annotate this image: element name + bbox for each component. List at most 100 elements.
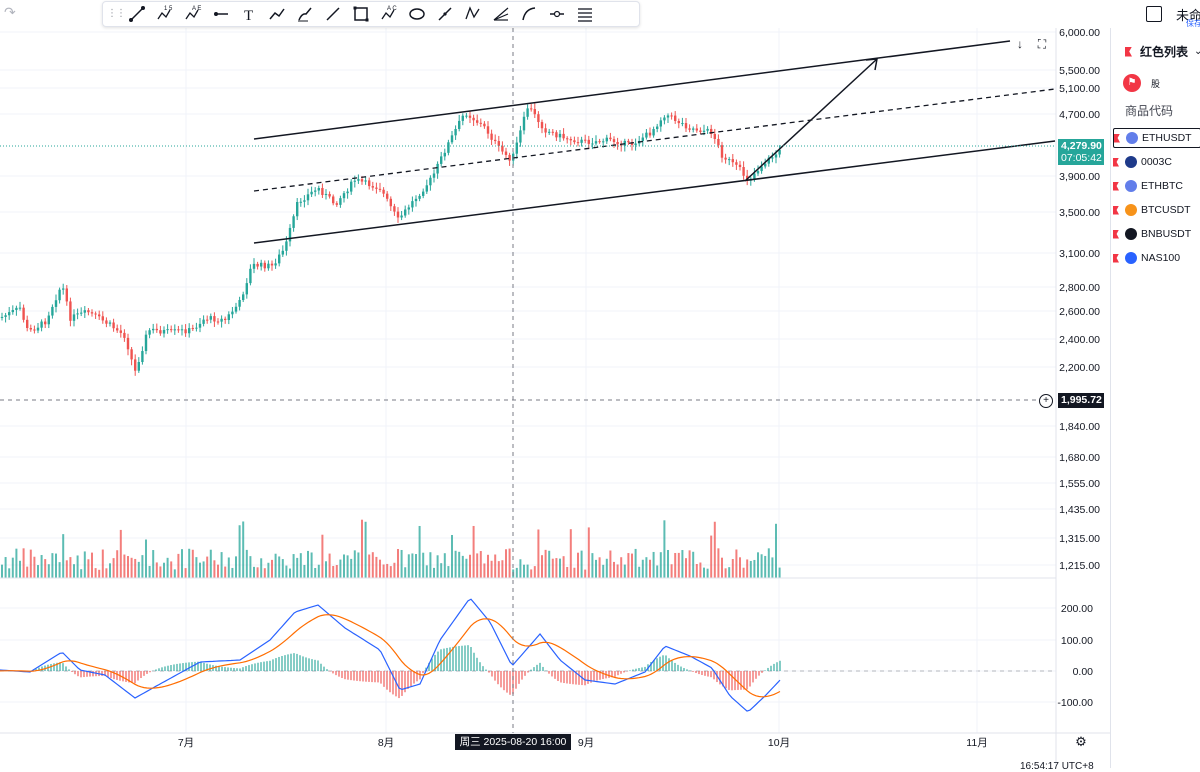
volume-bar [577, 553, 579, 578]
xabcd-icon[interactable]: A C [375, 2, 403, 26]
volume-bar [437, 555, 439, 578]
ellipse-icon[interactable] [403, 2, 431, 26]
red-flag-icon[interactable] [1113, 230, 1119, 239]
menu-lines-icon[interactable] [571, 2, 599, 26]
red-flag-icon[interactable] [1113, 254, 1119, 263]
watchlist-sub[interactable]: ⚑ 股 [1123, 74, 1160, 92]
red-flag-icon[interactable] [1114, 134, 1120, 143]
candle-body [159, 330, 161, 333]
candle-body [166, 329, 168, 330]
volume-bar [440, 563, 442, 578]
watchlist-row-bnbusdt[interactable]: BNBUSDT [1113, 224, 1200, 244]
volume-bar [717, 548, 719, 578]
histogram-bar [497, 671, 499, 684]
watchlist-row-ethusdt[interactable]: ETHUSDT [1113, 128, 1200, 148]
candle-body [256, 264, 258, 267]
watchlist-selector[interactable]: 红色列表 ⌄ [1125, 43, 1200, 60]
histogram-bar [320, 664, 322, 671]
drawing-toolbar: ⋮⋮ 1 5 A E T A C [102, 1, 640, 27]
drag-handle-icon[interactable]: ⋮⋮ [107, 6, 117, 22]
histogram-bar [263, 662, 265, 671]
fib-fan-icon[interactable] [487, 2, 515, 26]
candle-body [253, 264, 255, 269]
rectangle-icon[interactable] [347, 2, 375, 26]
price-range-icon[interactable] [543, 2, 571, 26]
scroll-to-latest-icon[interactable]: ↓ [1012, 36, 1028, 52]
brush-icon[interactable] [291, 2, 319, 26]
price-axis-label: 5,500.00 [1059, 65, 1100, 77]
candle-body [12, 310, 14, 312]
volume-bar [33, 557, 35, 578]
red-flag-icon[interactable] [1113, 182, 1119, 191]
line-icon[interactable] [319, 2, 347, 26]
histogram-bar [134, 671, 136, 683]
watchlist-row-nas100[interactable]: NAS100 [1113, 248, 1200, 268]
volume-bar [185, 568, 187, 578]
abcd-icon[interactable] [459, 2, 487, 26]
candle-body [678, 121, 680, 123]
price-chart[interactable]: 6,000.005,500.005,100.004,700.003,900.00… [0, 0, 1110, 768]
volume-bar [293, 554, 295, 578]
histogram-bar [314, 660, 316, 671]
volume-bar [332, 566, 334, 578]
volume-bar [653, 552, 655, 578]
volume-bar [609, 551, 611, 578]
candle-body [544, 128, 546, 132]
redo-icon[interactable]: ↷ [4, 4, 16, 21]
volume-bar [411, 553, 413, 578]
price-axis-label: 1,215.00 [1059, 560, 1100, 572]
candle-body [318, 188, 320, 190]
candle-body [735, 162, 737, 165]
candle-body [447, 142, 449, 153]
volume-bar [372, 552, 374, 578]
horizontal-ray-icon[interactable] [207, 2, 235, 26]
candle-body [642, 138, 644, 141]
histogram-bar [281, 656, 283, 671]
text-icon[interactable]: T [235, 2, 263, 26]
chart-settings-icon[interactable]: ⚙ [1074, 735, 1088, 749]
timezone-clock[interactable]: 16:54:17 UTC+8 [1020, 761, 1094, 772]
histogram-bar [422, 671, 424, 673]
volume-bar [131, 558, 133, 578]
candle-body [73, 314, 75, 320]
histogram-bar [170, 665, 172, 671]
curve-icon[interactable] [515, 2, 543, 26]
candle-body [199, 324, 201, 328]
watchlist-row-ethbtc[interactable]: ETHBTC [1113, 176, 1200, 196]
trend-line-icon[interactable] [123, 2, 151, 26]
volume-bar [545, 550, 547, 578]
symbol-column-header: 商品代码 [1125, 102, 1173, 119]
watchlist-row-btcusdt[interactable]: BTCUSDT [1113, 200, 1200, 220]
histogram-bar [641, 667, 643, 671]
layout-toggle-icon[interactable] [1146, 6, 1162, 22]
histogram-bar [500, 671, 502, 687]
red-flag-icon[interactable] [1113, 206, 1119, 215]
pattern-ae-icon[interactable]: A E [179, 2, 207, 26]
candle-body [472, 118, 474, 120]
volume-bar [300, 553, 302, 578]
volume-bar [354, 550, 356, 578]
histogram-bar [494, 671, 496, 681]
drawn-channel[interactable] [254, 41, 1055, 243]
volume-bar [213, 560, 215, 578]
volume-bar [613, 562, 615, 578]
pattern-15-icon[interactable]: 1 5 [151, 2, 179, 26]
histogram-bar [509, 671, 511, 695]
add-alert-icon[interactable]: + [1039, 394, 1053, 408]
volume-bar [80, 569, 82, 578]
volume-bar [584, 570, 586, 578]
price-axis-label: 3,100.00 [1059, 248, 1100, 260]
path-icon[interactable] [263, 2, 291, 26]
watchlist-symbol: BTCUSDT [1141, 204, 1191, 216]
fullscreen-icon[interactable]: ⛶ [1034, 36, 1050, 52]
volume-bar [645, 557, 647, 578]
volume-bar [203, 561, 205, 578]
candle-body [84, 310, 86, 312]
red-flag-icon[interactable] [1113, 158, 1119, 167]
arrow-line-icon[interactable] [431, 2, 459, 26]
watchlist-row-0003c[interactable]: 0003C [1113, 152, 1200, 172]
candle-body [314, 191, 316, 192]
candle-body [537, 114, 539, 122]
watchlist-sub-label: 股 [1151, 77, 1160, 90]
histogram-bar [452, 647, 454, 671]
